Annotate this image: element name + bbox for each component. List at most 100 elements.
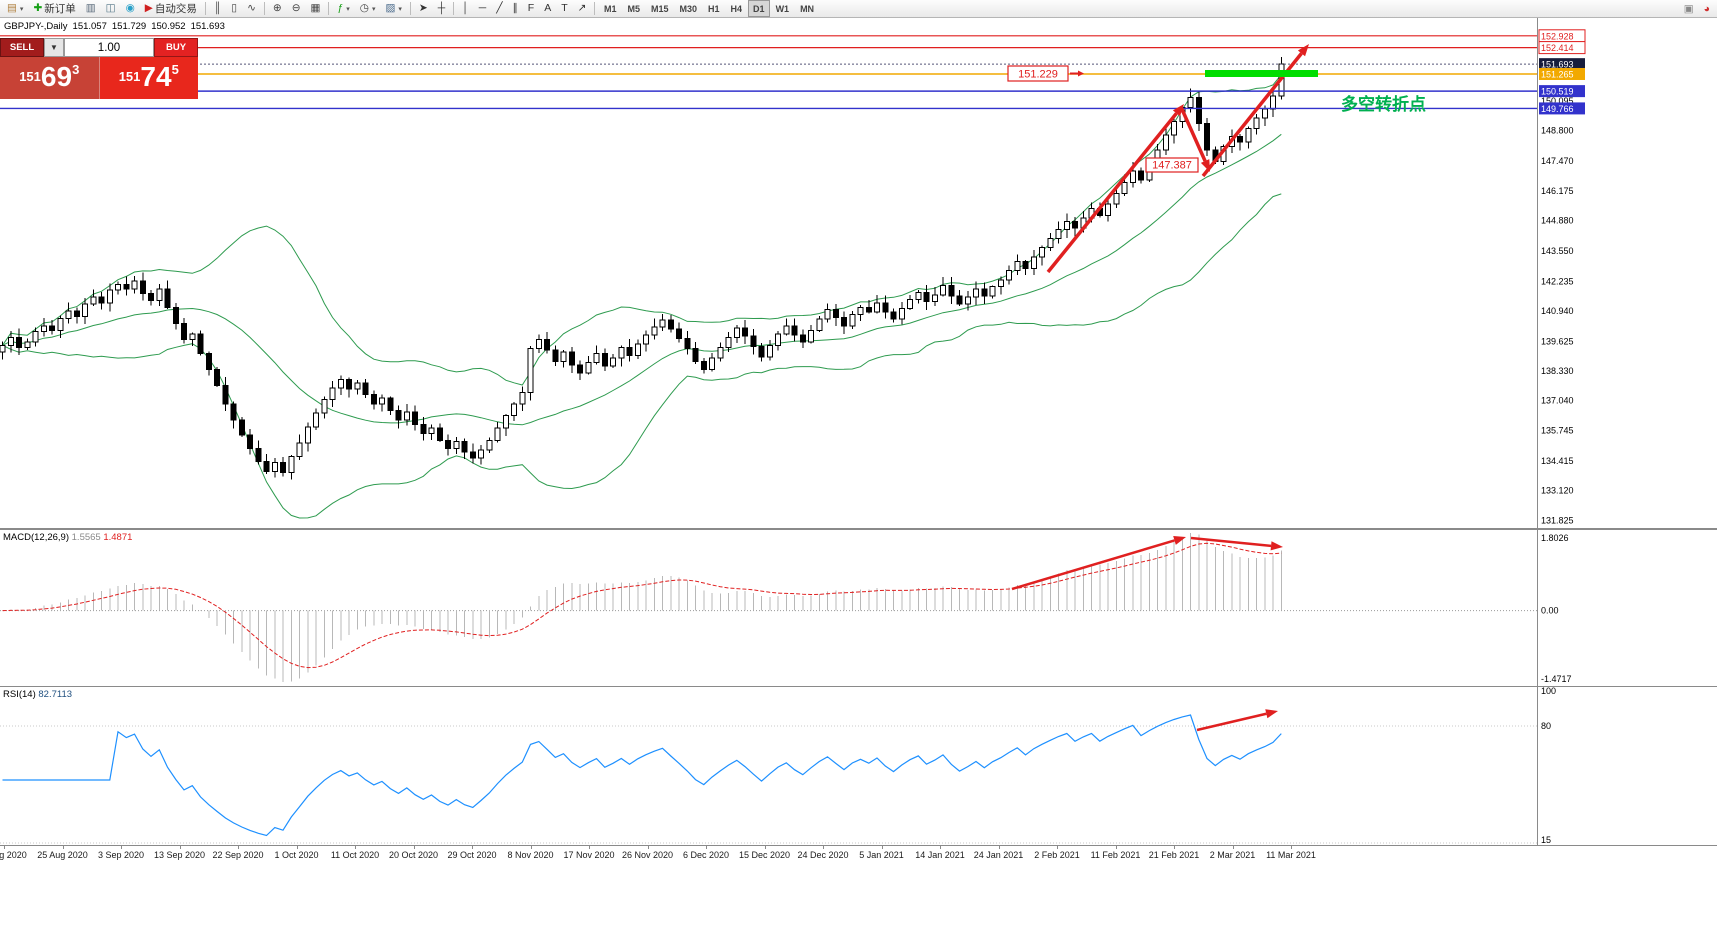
one-click-trade-panel: SELL ▼ BUY 151 69 3 151 74 5: [0, 38, 198, 99]
templates-icon-glyph: ▨: [385, 2, 396, 14]
new-order-button[interactable]: ✚ 新订单: [29, 0, 79, 17]
text-icon[interactable]: A: [540, 0, 555, 17]
chart-windows-icon[interactable]: ▣: [1683, 2, 1694, 15]
arrows-icon[interactable]: ↗: [574, 0, 591, 17]
time-axis-tick: [472, 846, 473, 849]
fibonacci-icon[interactable]: F: [524, 0, 538, 17]
time-axis-label: 11 Mar 2021: [1266, 850, 1316, 860]
indicators-icon-dropdown[interactable]: ▾: [346, 5, 350, 13]
periods-icon[interactable]: ◷ ▾: [356, 0, 380, 17]
volume-dropdown[interactable]: ▼: [44, 38, 64, 57]
bollinger-lower-band: [2, 193, 1282, 519]
bid-price-button[interactable]: 151 69 3: [0, 57, 100, 99]
candlestick-chart-icon[interactable]: ▯: [227, 0, 241, 17]
ask-sup: 5: [171, 62, 179, 77]
time-axis-tick: [355, 846, 356, 849]
trend-arrow[interactable]: [1190, 536, 1283, 551]
zoom-out-icon-glyph: ⊖: [291, 2, 301, 14]
timeframe-d1[interactable]: D1: [748, 0, 770, 17]
time-axis-tick: [1057, 846, 1058, 849]
periods-icon-dropdown[interactable]: ▾: [371, 5, 376, 13]
line-chart-icon[interactable]: ∿: [243, 0, 260, 17]
trend-arrow[interactable]: [1011, 536, 1186, 591]
channel-icon[interactable]: ∥: [509, 0, 522, 17]
price-axis-label: 147.470: [1541, 156, 1574, 166]
time-axis-tick: [589, 846, 590, 849]
time-axis-label: 6 Dec 2020: [682, 850, 730, 860]
price-annotation-147.387[interactable]: 147.387: [1145, 157, 1199, 173]
indicators-icon[interactable]: ƒ ▾: [333, 0, 353, 17]
rsi-panel-canvas[interactable]: 100 80 15 RSI(14) 82.7113: [0, 686, 1717, 845]
time-axis[interactable]: 6 Aug 2020 25 Aug 2020 3 Sep 2020 13 Sep 20…: [0, 845, 1717, 866]
svg-text:150.095: 150.095: [1541, 96, 1574, 106]
time-axis-label: 6 Aug 2020: [0, 850, 27, 860]
new-chart-icon[interactable]: ▤ ▾: [3, 0, 27, 17]
tile-windows-icon-glyph: ▦: [310, 2, 321, 14]
time-axis-label: 24 Jan 2021: [973, 850, 1024, 860]
turning-point-label[interactable]: 多空转折点: [1341, 94, 1426, 114]
chart-high: 151.729: [111, 21, 147, 32]
toolbar-separator: [594, 2, 596, 15]
time-axis-tick: [121, 846, 122, 849]
templates-icon[interactable]: ▨ ▾: [381, 0, 405, 17]
zoom-in-icon-glyph: ⊕: [272, 2, 282, 14]
tile-windows-icon[interactable]: ▦: [307, 0, 325, 17]
sell-button[interactable]: SELL: [0, 38, 44, 57]
text-icon-glyph: A: [544, 2, 552, 14]
timeframe-mn[interactable]: MN: [800, 3, 815, 14]
volume-input[interactable]: [64, 38, 154, 57]
main-chart-canvas[interactable]: 148.800 147.470 146.175 144.880 143.550 142.2…: [0, 18, 1717, 529]
svg-text:152.414: 152.414: [1541, 43, 1574, 53]
trend-arrow[interactable]: [1196, 709, 1278, 732]
svg-text:147.387: 147.387: [1152, 160, 1192, 172]
zoom-in-icon[interactable]: ⊕: [269, 0, 286, 17]
vertical-line-icon[interactable]: │: [458, 0, 473, 17]
timeframe-m30[interactable]: M30: [679, 3, 698, 14]
time-axis-label: 21 Feb 2021: [1148, 850, 1200, 860]
crosshair-icon[interactable]: ┼: [434, 0, 449, 17]
svg-text:150.519: 150.519: [1541, 87, 1574, 97]
chart-ohlc-header: GBPJPY-,Daily 151.057 151.729 150.952 151.69…: [4, 21, 230, 32]
time-axis-label: 20 Oct 2020: [388, 850, 439, 860]
svg-text:152.928: 152.928: [1541, 31, 1574, 41]
mql5-community-icon[interactable]: ◉: [122, 0, 139, 17]
price-badge-151.265: 151.265: [1539, 67, 1585, 80]
ask-price-button[interactable]: 151 74 5: [99, 57, 198, 99]
resistance-zone-bar[interactable]: [1205, 70, 1318, 77]
buy-button[interactable]: BUY: [154, 38, 198, 57]
rsi-axis-label: 15: [1541, 835, 1551, 845]
trend-arrow[interactable]: [1046, 104, 1184, 274]
price-axis-label: 143.550: [1541, 246, 1574, 256]
timeframe-m1[interactable]: M1: [603, 3, 617, 14]
profiles-icon[interactable]: ◫: [102, 0, 120, 17]
rsi-axis-label: 80: [1541, 721, 1551, 731]
time-axis-tick: [1291, 846, 1292, 849]
time-axis-label: 3 Sep 2020: [97, 850, 145, 860]
new-chart-icon-dropdown[interactable]: ▾: [19, 5, 24, 13]
timeframe-m15[interactable]: M15: [650, 3, 669, 14]
zoom-out-icon[interactable]: ⊖: [288, 0, 305, 17]
bar-chart-icon[interactable]: ║: [210, 0, 225, 17]
timeframe-h4[interactable]: H4: [730, 3, 743, 14]
cursor-icon[interactable]: ➤: [415, 0, 432, 17]
chart-shift-icon[interactable]: ▥: [82, 0, 100, 17]
timeframe-h1[interactable]: H1: [708, 3, 720, 14]
auto-trading-button[interactable]: ▶ 自动交易: [141, 0, 201, 17]
rsi-line: [2, 714, 1282, 837]
brand-icon[interactable]: ◕: [1703, 2, 1710, 15]
timeframe-m5[interactable]: M5: [627, 3, 640, 14]
bid-main: 69: [40, 61, 73, 92]
trendline-icon[interactable]: ╱: [492, 0, 506, 17]
rsi-axis-label: 100: [1541, 686, 1556, 696]
line-chart-icon-glyph: ∿: [247, 2, 256, 14]
templates-icon-dropdown[interactable]: ▾: [398, 5, 402, 13]
price-annotation-151.229[interactable]: 151.229: [1007, 65, 1084, 82]
toolbar-separator: [328, 2, 330, 15]
time-axis-tick: [764, 846, 766, 849]
macd-panel-canvas[interactable]: 1.8026 0.00 -1.4717 MACD(12,26,9) 1.5565 1.…: [0, 529, 1717, 686]
horizontal-line-icon[interactable]: ─: [475, 0, 490, 17]
price-badge-149.766: 149.766: [1539, 102, 1585, 115]
timeframe-w1[interactable]: W1: [775, 3, 790, 14]
time-axis-tick: [4, 846, 5, 849]
label-icon[interactable]: T: [557, 0, 571, 17]
